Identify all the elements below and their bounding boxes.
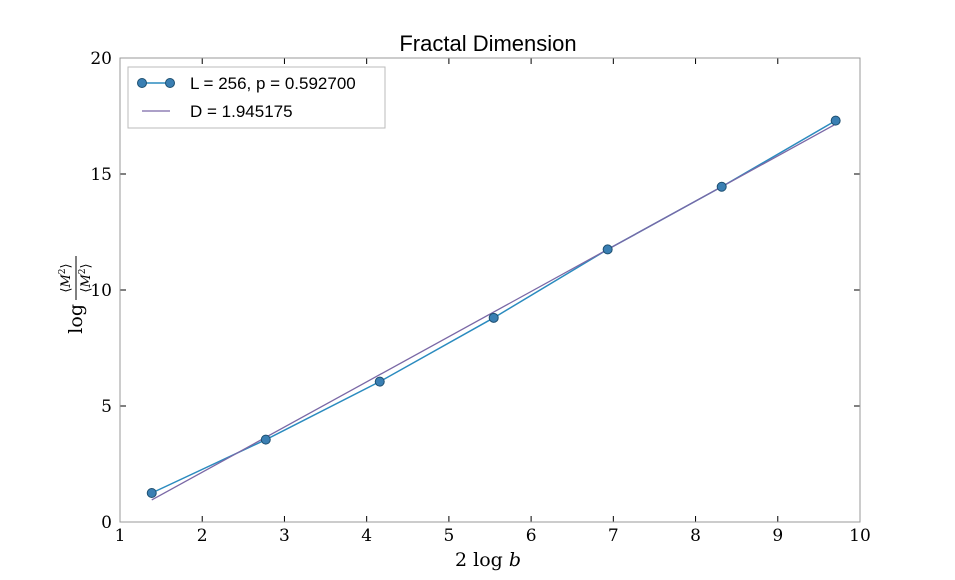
data-point (602, 244, 613, 255)
y-axis-label: log ⟨M2⟩ ⟨M2⟩ (58, 256, 94, 334)
plot-frame (119, 57, 861, 523)
y-tick-label: 0 (101, 513, 112, 533)
svg-text:⟨M2⟩: ⟨M2⟩ (58, 263, 74, 292)
x-tick-label: 2 (197, 526, 208, 546)
series-layer (146, 115, 841, 501)
y-tick-label: 10 (90, 281, 112, 301)
data-point (830, 115, 841, 126)
y-tick-label: 20 (90, 49, 112, 69)
x-tick-label: 6 (526, 526, 537, 546)
x-tick-label: 5 (443, 526, 454, 546)
x-tick-label: 1 (115, 526, 126, 546)
legend-label-series-1: L = 256, p = 0.592700 (190, 74, 356, 93)
x-tick-label: 3 (279, 526, 290, 546)
legend-entry-series-2: D = 1.945175 (142, 102, 293, 121)
svg-text:⟨M2⟩: ⟨M2⟩ (78, 263, 94, 292)
x-tick-label: 10 (849, 526, 871, 546)
series-1-line (151, 119, 837, 494)
data-point (146, 488, 157, 498)
data-point (488, 312, 499, 323)
data-point (374, 376, 385, 387)
y-tick-label: 15 (90, 165, 112, 185)
legend-box (127, 66, 386, 129)
svg-text:log: log (65, 304, 87, 334)
x-tick-label: 9 (772, 526, 783, 546)
data-point (716, 181, 727, 192)
x-axis-label: 2 log b (455, 549, 521, 571)
x-tick-label: 8 (690, 526, 701, 546)
legend-entry-series-1: L = 256, p = 0.592700 (137, 74, 356, 93)
series-2-line (151, 123, 836, 501)
legend-label-series-2: D = 1.945175 (190, 102, 293, 121)
data-point (260, 434, 271, 445)
legend: L = 256, p = 0.592700 D = 1.945175 (127, 66, 386, 129)
x-tick-label: 7 (608, 526, 619, 546)
chart-title: Fractal Dimension (399, 31, 576, 56)
x-tick-label: 4 (361, 526, 372, 546)
y-tick-label: 5 (101, 397, 112, 417)
